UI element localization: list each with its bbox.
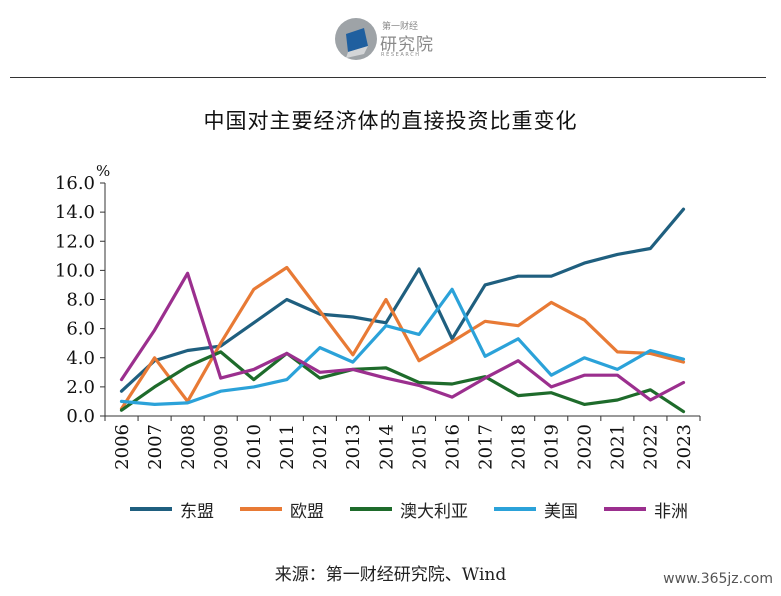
x-tick-label: 2011 <box>277 424 298 470</box>
x-tick-label: 2010 <box>244 424 265 470</box>
y-tick-label: 2.0 <box>66 377 95 398</box>
legend-swatch <box>604 507 646 511</box>
x-tick-label: 2023 <box>674 424 695 470</box>
series-line <box>119 287 686 406</box>
research-logo <box>335 18 377 60</box>
y-tick-label: 10.0 <box>55 260 95 281</box>
legend-swatch <box>350 507 392 511</box>
x-tick-label: 2021 <box>608 424 629 470</box>
x-tick-label: 2015 <box>409 424 430 470</box>
series-line <box>119 207 686 393</box>
x-tick-label: 2018 <box>508 424 529 470</box>
x-tick-label: 2019 <box>542 424 563 470</box>
legend-item: 澳大利亚 <box>350 497 468 522</box>
y-tick-label: 12.0 <box>55 231 95 252</box>
x-tick-label: 2006 <box>112 424 133 470</box>
series-line <box>119 350 686 414</box>
y-tick-label: 6.0 <box>66 319 95 340</box>
watermark: www.365jz.com <box>663 571 773 587</box>
x-tick-label: 2017 <box>475 424 496 470</box>
source-note: 来源：第一财经研究院、Wind <box>274 565 507 585</box>
legend-swatch <box>130 507 172 511</box>
x-tick-label: 2009 <box>211 424 232 470</box>
header-divider <box>10 77 766 78</box>
x-tick-label: 2014 <box>376 424 397 470</box>
logo-cn-text: 研究院 <box>380 35 434 55</box>
series-line <box>119 271 686 402</box>
legend-item: 非洲 <box>604 497 688 522</box>
series-line <box>119 265 686 411</box>
legend-label: 澳大利亚 <box>400 501 468 522</box>
x-tick-label: 2022 <box>641 424 662 470</box>
chart-legend: 东盟 欧盟 澳大利亚 美国 非洲 <box>130 497 714 522</box>
y-tick-label: 8.0 <box>66 290 95 311</box>
legend-item: 东盟 <box>130 497 214 522</box>
y-axis-label: % <box>96 162 110 180</box>
legend-label: 美国 <box>544 501 578 522</box>
legend-item: 欧盟 <box>240 497 324 522</box>
x-tick-label: 2013 <box>343 424 364 470</box>
logo-en-text: RESEARCH <box>381 52 421 58</box>
y-tick-label: 4.0 <box>66 348 95 369</box>
y-tick-label: 0.0 <box>66 406 95 427</box>
x-tick-label: 2012 <box>310 424 331 470</box>
legend-swatch <box>240 507 282 511</box>
legend-swatch <box>494 507 536 511</box>
chart-title: 中国对主要经济体的直接投资比重变化 <box>203 109 578 133</box>
logo-top-text: 第一财经 <box>382 22 419 32</box>
y-tick-label: 14.0 <box>55 202 95 223</box>
x-tick-label: 2020 <box>575 424 596 470</box>
x-tick-label: 2008 <box>178 424 199 470</box>
legend-item: 美国 <box>494 497 578 522</box>
legend-label: 东盟 <box>180 501 214 522</box>
x-tick-label: 2007 <box>145 424 166 470</box>
legend-label: 非洲 <box>654 501 688 522</box>
legend-label: 欧盟 <box>290 501 324 522</box>
x-tick-label: 2016 <box>442 424 463 470</box>
y-tick-label: 16.0 <box>55 173 95 194</box>
